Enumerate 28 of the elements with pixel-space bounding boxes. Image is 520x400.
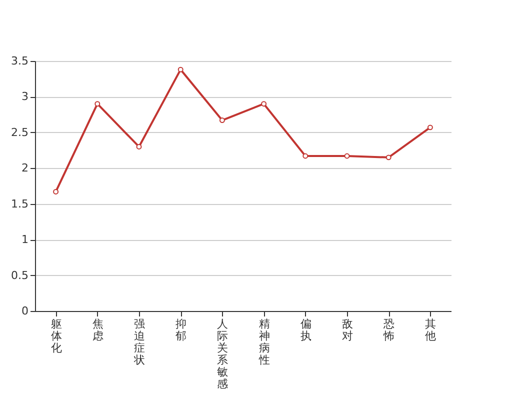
x-tick-label: 恐怖 — [382, 318, 395, 342]
point — [427, 124, 433, 130]
y-tick-label: 1.5 — [11, 197, 28, 210]
x-tick-label: 偏执 — [300, 318, 312, 342]
point — [136, 144, 142, 150]
x-tick-label: 其他 — [425, 318, 436, 342]
x-tick-label: 强迫症状 — [133, 318, 145, 366]
y-tick-label: 3.5 — [11, 54, 28, 68]
y-tick-label: 3 — [22, 90, 28, 104]
x-tick-label: 抑郁 — [176, 318, 187, 342]
y-tick-label: 0 — [22, 304, 28, 318]
x-tick-label: 敌对 — [342, 318, 353, 342]
y-tick-label: 1 — [22, 233, 28, 246]
point — [302, 153, 308, 159]
point — [53, 188, 59, 194]
point — [219, 118, 225, 124]
point — [344, 153, 350, 159]
y-tick-label: 2.5 — [11, 126, 28, 139]
point — [178, 66, 184, 72]
x-tick-label: 躯体化 — [50, 318, 62, 354]
y-tick-label: 0.5 — [11, 268, 28, 282]
x-tick-label: 精神病性 — [258, 318, 270, 366]
y-tick-label: 2 — [22, 162, 28, 175]
x-tick-label: 焦虑 — [92, 318, 104, 342]
point — [94, 101, 100, 107]
x-tick-label: 人际关系敏感 — [217, 318, 228, 390]
point — [261, 101, 267, 107]
point — [386, 154, 392, 160]
